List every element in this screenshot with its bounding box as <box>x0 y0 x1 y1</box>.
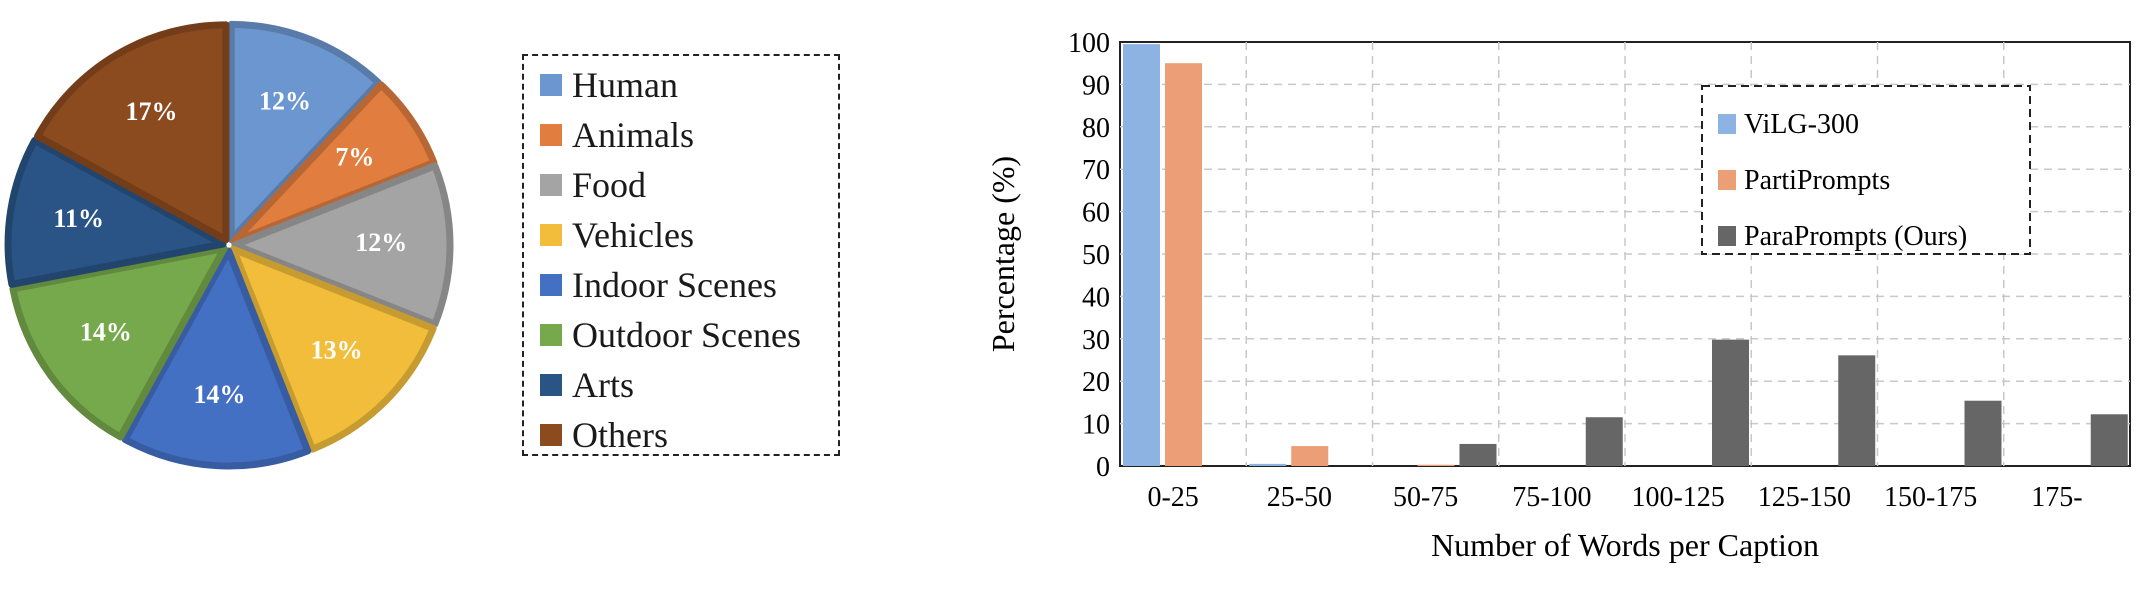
pie-slice-label: 7% <box>335 142 374 171</box>
legend-label: Vehicles <box>572 215 694 255</box>
bar-partiprompts-0-25 <box>1165 63 1202 466</box>
legend-label: ViLG-300 <box>1744 109 1859 140</box>
pie-slice-human <box>227 20 382 243</box>
x-tick-label: 125-150 <box>1758 482 1851 513</box>
legend-label: Food <box>572 165 647 205</box>
pie-slice-label: 13% <box>311 336 363 365</box>
legend-swatch <box>540 374 562 396</box>
pie-chart: 12% 7% 12% 13% 14% 14% 11% 17% <box>4 20 454 470</box>
bar-partiprompts-25-50 <box>1291 446 1329 466</box>
bar-chart: 0 10 20 30 40 50 60 70 80 90 100 0-25 25-50 50-75 75-1… <box>985 28 2131 563</box>
pie-slice-arts <box>4 136 227 288</box>
bar-vilg-300-0-25 <box>1123 44 1160 467</box>
bar-paraprompts-ours-75-100 <box>1585 417 1623 466</box>
x-axis-title: Number of Words per Caption <box>1431 527 1819 563</box>
legend-swatch <box>540 224 562 246</box>
pie-legend-item: Vehicles <box>540 210 838 260</box>
legend-swatch <box>540 174 562 196</box>
bar-paraprompts-ours-175- <box>2090 414 2128 466</box>
pie-legend-item: Human <box>540 60 838 110</box>
pie-slice-label: 12% <box>259 86 311 115</box>
pie-slice-vehicles <box>229 245 437 453</box>
y-tick-label: 60 <box>1082 198 1110 229</box>
x-tick-label: 175- <box>2031 482 2082 513</box>
bar-paraprompts-ours-100-125 <box>1712 339 1749 466</box>
legend-label: PartiPrompts <box>1744 165 1890 196</box>
x-tick-label: 25-50 <box>1267 482 1332 513</box>
pie-legend-item: Animals <box>540 110 838 160</box>
legend-swatch <box>540 324 562 346</box>
legend-label: Animals <box>572 115 694 155</box>
y-tick-label: 90 <box>1082 70 1110 101</box>
pie-slice-label: 17% <box>126 97 178 126</box>
y-tick-label: 70 <box>1082 155 1110 186</box>
legend-swatch <box>540 124 562 146</box>
y-tick-label: 40 <box>1082 282 1110 313</box>
pie-slice-label: 14% <box>80 317 132 346</box>
legend-label: Arts <box>572 365 634 405</box>
pie-legend-item: Outdoor Scenes <box>540 310 838 360</box>
legend-label: Others <box>572 415 668 455</box>
y-tick-label: 0 <box>1096 452 1110 483</box>
bar-paraprompts-ours-125-150 <box>1838 355 1876 466</box>
bar-partiprompts-50-75 <box>1417 464 1455 466</box>
x-tick-label: 50-75 <box>1393 482 1458 513</box>
legend-swatch <box>1718 170 1736 190</box>
y-tick-label: 100 <box>1068 28 1110 59</box>
pie-slice-label: 14% <box>193 380 245 409</box>
legend-swatch <box>1718 114 1736 134</box>
y-tick-label: 80 <box>1082 113 1110 144</box>
y-tick-label: 50 <box>1082 240 1110 271</box>
pie-slice-animals <box>230 81 438 246</box>
legend-label: Outdoor Scenes <box>572 315 801 355</box>
bar-paraprompts-ours-150-175 <box>1964 400 2002 466</box>
legend-label: Indoor Scenes <box>572 265 777 305</box>
pie-slice-food <box>231 162 454 328</box>
legend-label: Human <box>572 65 678 105</box>
x-tick-label: 75-100 <box>1512 482 1591 513</box>
x-tick-label: 100-125 <box>1631 482 1724 513</box>
pie-legend-item: Indoor Scenes <box>540 260 838 310</box>
pie-slice-outdoor-scenes <box>9 245 228 441</box>
pie-legend-item: Others <box>540 410 838 460</box>
y-tick-label: 10 <box>1082 410 1110 441</box>
pie-legend-item: Arts <box>540 360 838 410</box>
y-tick-label: 30 <box>1082 325 1110 356</box>
pie-legend: Human Animals Food Vehicles Indoor Scenes Out… <box>522 54 840 456</box>
pie-chart-panel: 12% 7% 12% 13% 14% 14% 11% 17% Human Animals Food… <box>0 0 900 594</box>
bar-vilg-300-25-50 <box>1249 463 1287 466</box>
legend-swatch <box>540 74 562 96</box>
y-tick-label: 20 <box>1082 367 1110 398</box>
pie-slice-indoor-scenes <box>121 247 312 470</box>
x-tick-label: 0-25 <box>1147 482 1198 513</box>
y-axis-title: Percentage (%) <box>985 156 1021 352</box>
legend-label: ParaPrompts (Ours) <box>1744 221 1967 252</box>
pie-slice-label: 12% <box>355 228 407 257</box>
bar-paraprompts-ours-50-75 <box>1459 443 1497 466</box>
legend-swatch <box>540 274 562 296</box>
bar-legend <box>1701 85 2031 255</box>
legend-swatch <box>540 424 562 446</box>
bar-chart-panel: 0 10 20 30 40 50 60 70 80 90 100 0-25 25-50 50-75 75-1… <box>940 0 2156 594</box>
pie-legend-item: Food <box>540 160 838 210</box>
pie-slice-label: 11% <box>53 204 104 233</box>
pie-slice-others <box>34 21 230 244</box>
legend-swatch <box>1718 226 1736 246</box>
x-tick-label: 150-175 <box>1884 482 1977 513</box>
